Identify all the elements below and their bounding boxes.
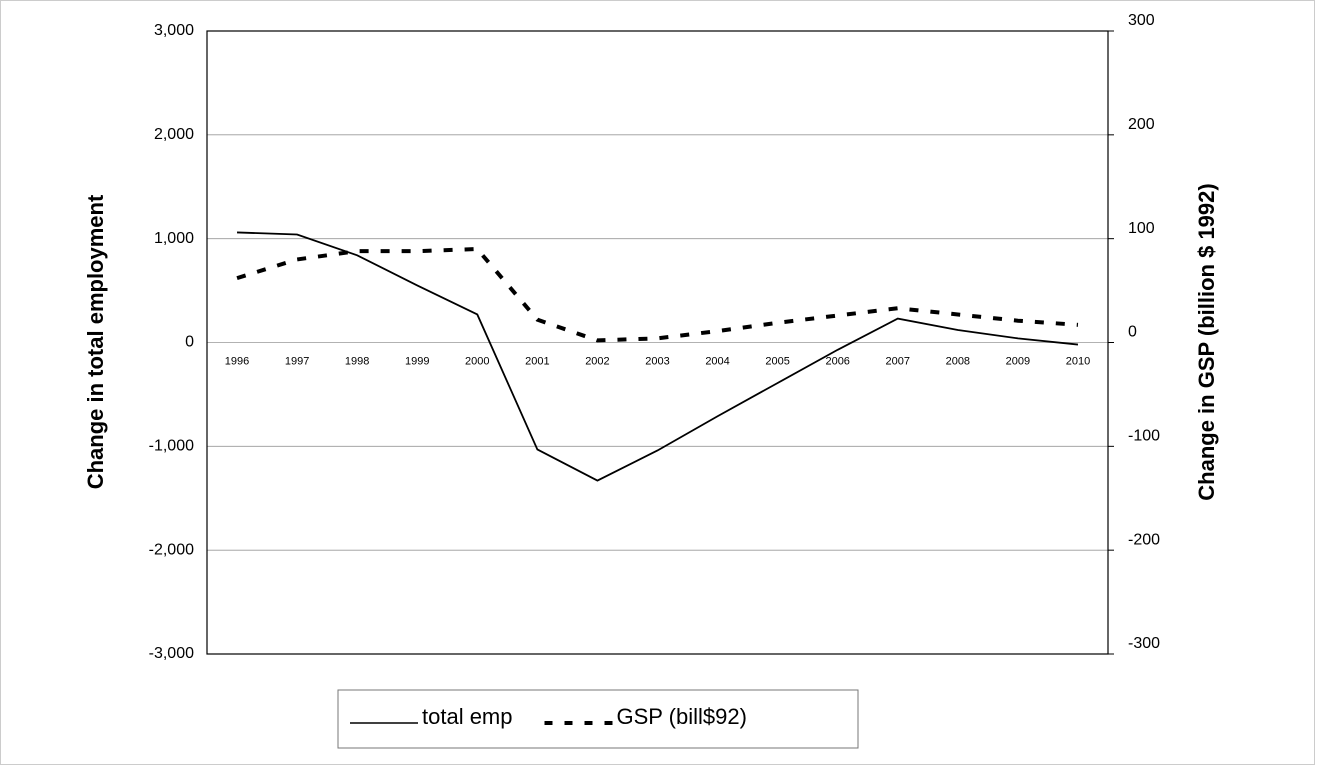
y-tick-label: 1,000 [154,230,194,247]
x-tick-label: 2010 [1066,355,1090,367]
x-tick-label: 2009 [1006,355,1030,367]
chart-frame [0,0,1315,765]
y-tick-label: -2,000 [149,541,194,558]
y-tick-label: -3,000 [149,645,194,662]
y-tick-label: 3,000 [154,22,194,39]
x-tick-label: 2005 [765,355,789,367]
y-tick-label: 0 [185,334,194,351]
y2-tick-label: 100 [1128,220,1155,237]
x-tick-label: 2007 [886,355,910,367]
y2-tick-label: -300 [1128,635,1160,652]
x-tick-label: 1999 [405,355,429,367]
y-tick-label: 2,000 [154,126,194,143]
plot-area [206,30,1109,655]
x-tick-label: 2006 [825,355,849,367]
series-line [237,231,1079,482]
y2-tick-label: 300 [1128,12,1155,29]
series-line [236,247,1079,343]
y-axis-title: Change in total employment [83,194,108,489]
x-tick-label: 2008 [946,355,970,367]
legend-label: GSP (bill$92) [617,704,747,729]
x-tick-label: 2001 [525,355,549,367]
x-tick-label: 1997 [285,355,309,367]
x-tick-label: 1996 [225,355,249,367]
x-tick-label: 2000 [465,355,489,367]
y2-tick-label: -200 [1128,531,1160,548]
legend-box [337,689,859,749]
x-tick-label: 1998 [345,355,369,367]
y-tick-label: -1,000 [149,438,194,455]
legend-label: total emp [422,704,513,729]
y2-axis-title: Change in GSP (billion $ 1992) [1194,183,1219,500]
x-tick-label: 2004 [705,355,729,367]
y2-tick-label: -100 [1128,428,1160,445]
x-tick-label: 2002 [585,355,609,367]
y2-tick-label: 0 [1128,324,1137,341]
x-tick-label: 2003 [645,355,669,367]
y2-tick-label: 200 [1128,116,1155,133]
